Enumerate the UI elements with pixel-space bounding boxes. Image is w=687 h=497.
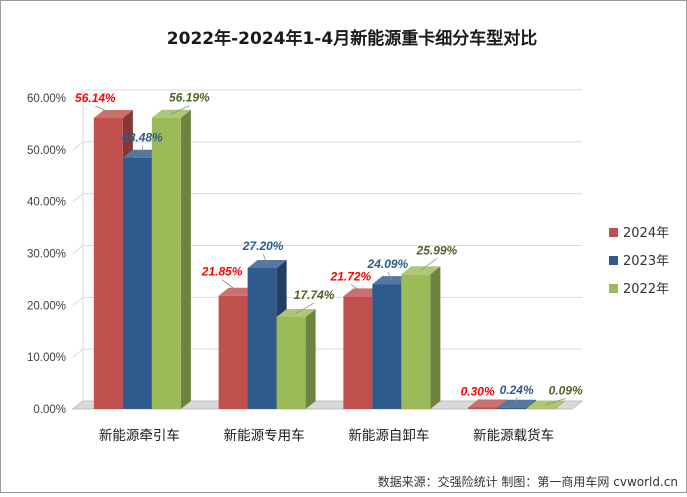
data-label: 56.14% [75,91,116,105]
bar-2022年-新能源牵引车 [152,110,191,409]
y-tick-label: 30.00% [27,249,66,261]
y-tick-label: 20.00% [27,300,66,312]
category-label: 新能源专用车 [224,427,305,444]
bar-side [306,309,316,409]
legend-label: 2023年 [623,254,669,269]
data-label: 48.48% [121,131,163,145]
legend-swatch [609,228,618,237]
bar-front [401,274,430,409]
data-label: 17.74% [294,288,335,302]
data-label: 24.09% [367,257,409,271]
bar-front [152,118,181,409]
bar-front [94,118,123,409]
data-label: 0.30% [461,384,495,398]
bar-front [219,296,248,409]
bar-front [372,284,401,409]
source-note: 数据来源：交强险统计 制图：第一商用车网 cvworld.cn [378,474,678,489]
y-tick-label: 50.00% [27,145,66,157]
data-label: 0.09% [549,384,583,398]
category-label: 新能源牵引车 [99,427,180,444]
bar-front [277,317,306,409]
bar-front [343,296,372,409]
bar-side [430,266,440,409]
bar-2022年-新能源专用车 [277,309,316,409]
data-label: 21.85% [201,265,243,279]
y-tick-label: 10.00% [27,352,66,364]
data-label: 21.72% [330,269,372,283]
legend-swatch [609,284,618,293]
bar-front [497,408,526,409]
bar-front [468,407,497,409]
legend-label: 2024年 [623,226,669,241]
category-label: 新能源载货车 [473,427,554,444]
y-tick-label: 0.00% [33,404,66,416]
bar-front [248,268,277,409]
data-label: 0.24% [500,383,534,397]
bar-2022年-新能源自卸车 [401,266,440,409]
legend-label: 2022年 [623,282,669,297]
bar-side [181,110,191,409]
data-label: 25.99% [416,243,458,257]
y-tick-label: 60.00% [27,93,66,105]
category-label: 新能源自卸车 [348,427,429,444]
legend-swatch [609,256,618,265]
chart-title: 2022年-2024年1-4月新能源重卡细分车型对比 [167,28,537,49]
y-tick-label: 40.00% [27,197,66,209]
bar-front [123,158,152,409]
data-label: 56.19% [169,91,210,105]
data-label: 27.20% [242,239,284,253]
